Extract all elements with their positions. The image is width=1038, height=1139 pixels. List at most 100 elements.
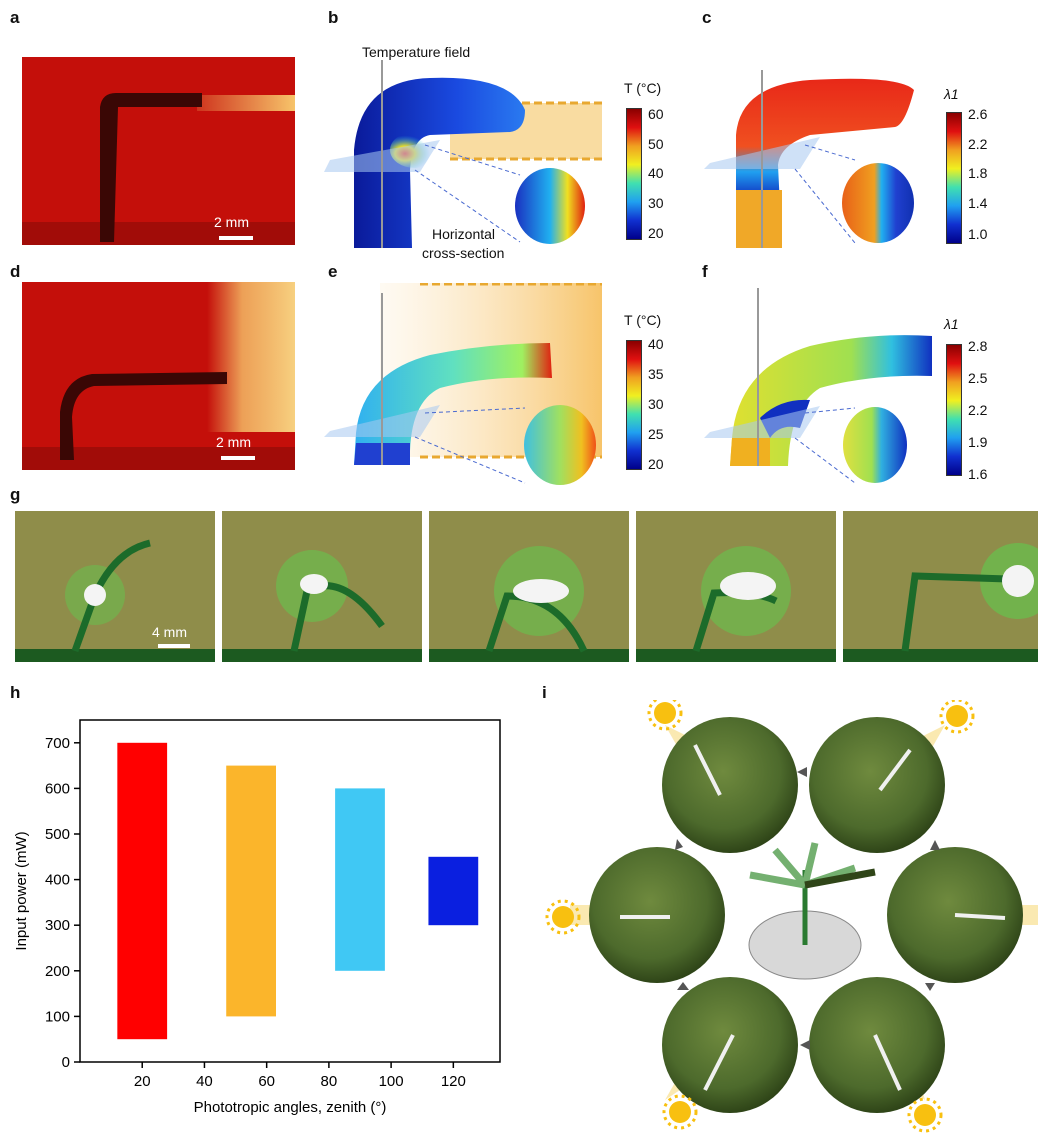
colorbar-b-tick-2: 40 xyxy=(648,165,664,181)
bar-3 xyxy=(335,788,385,971)
chart-bars xyxy=(117,742,479,1040)
simulation-panel-f xyxy=(700,288,935,488)
x-tick-label: 20 xyxy=(134,1073,151,1090)
simulation-panel-b xyxy=(320,60,610,260)
chart-plot-frame xyxy=(79,719,501,1063)
colorbar-b-label: T (°C) xyxy=(624,80,662,96)
photo-panel-g-frame-3 xyxy=(429,511,629,662)
sun-icon xyxy=(939,698,975,734)
photo-panel-d xyxy=(22,282,295,470)
colorbar-e-label: T (°C) xyxy=(624,312,662,328)
scale-bar-g xyxy=(158,644,190,648)
y-tick-label: 400 xyxy=(45,872,70,889)
simulation-panel-c xyxy=(700,65,935,255)
chart-y-axis-label: Input power (mW) xyxy=(13,831,30,950)
photo-a-graphic xyxy=(22,57,295,245)
arrow-icon xyxy=(800,1040,810,1050)
arrow-icon xyxy=(797,767,807,777)
colorbar-c-tick-2: 1.8 xyxy=(968,165,988,181)
x-tick-label: 40 xyxy=(196,1073,213,1090)
sun-icon xyxy=(545,899,581,935)
colorbar-e-tick-2: 30 xyxy=(648,396,664,412)
frame-2-graphic xyxy=(222,511,422,662)
simulation-b-graphic xyxy=(324,60,602,249)
y-tick-label: 100 xyxy=(45,1008,70,1025)
scale-label-g: 4 mm xyxy=(152,624,187,640)
simulation-e-graphic xyxy=(324,282,602,485)
chart-axes: 0 100 200 300 400 500 600 700 20 40 60 80 100 120 xyxy=(45,719,501,1090)
colorbar-f-tick-2: 2.2 xyxy=(968,402,988,418)
colorbar-e-tick-4: 20 xyxy=(648,456,664,472)
simulation-f-graphic xyxy=(704,288,932,484)
arrow-icon xyxy=(677,982,689,990)
colorbar-f-label: λ1 xyxy=(944,316,959,332)
sun-icon xyxy=(907,1097,943,1133)
arrow-icon xyxy=(675,839,683,850)
x-tick-label: 60 xyxy=(258,1073,275,1090)
annotation-horizontal: Horizontal xyxy=(432,226,496,242)
colorbar-b xyxy=(626,108,642,240)
y-tick-label: 200 xyxy=(45,963,70,980)
sun-icon xyxy=(647,695,683,731)
panel-label-a: a xyxy=(10,8,20,27)
y-tick-label: 700 xyxy=(45,735,70,752)
scale-label-d: 2 mm xyxy=(216,434,251,450)
panel-label-c: c xyxy=(702,8,712,27)
panel-i-graphic xyxy=(545,695,1038,1133)
x-tick-label: 80 xyxy=(321,1073,338,1090)
panel-label-i: i xyxy=(542,683,547,702)
photo-panel-g-frame-1 xyxy=(15,511,215,662)
bar-2 xyxy=(226,765,276,1017)
arrow-icon xyxy=(930,840,940,850)
scale-bar-d xyxy=(221,456,255,460)
frame-4-graphic xyxy=(636,511,836,662)
colorbar-f-tick-4: 1.6 xyxy=(968,466,988,482)
bar-1 xyxy=(117,742,168,1040)
colorbar-e-tick-1: 35 xyxy=(648,366,664,382)
photo-panel-g-frame-5 xyxy=(843,511,1038,662)
colorbar-f-tick-3: 1.9 xyxy=(968,434,988,450)
colorbar-b-tick-4: 20 xyxy=(648,225,664,241)
photo-panel-g-frame-2 xyxy=(222,511,422,662)
colorbar-e-tick-0: 40 xyxy=(648,336,664,352)
colorbar-c-label: λ1 xyxy=(944,86,959,102)
simulation-panel-e xyxy=(320,282,610,488)
colorbar-c-tick-1: 2.2 xyxy=(968,136,988,152)
colorbar-b-tick-0: 60 xyxy=(648,106,664,122)
panel-label-d: d xyxy=(10,262,21,281)
frame-3-graphic xyxy=(429,511,629,662)
chart-h: 0 100 200 300 400 500 600 700 20 40 60 80 100 120 Pho… xyxy=(13,719,501,1116)
scale-label-a: 2 mm xyxy=(214,214,249,230)
chart-x-axis-label: Phototropic angles, zenith (°) xyxy=(194,1099,387,1116)
colorbar-f xyxy=(946,344,962,476)
colorbar-c-tick-0: 2.6 xyxy=(968,106,988,122)
colorbar-f-tick-1: 2.5 xyxy=(968,370,988,386)
frame-5-graphic xyxy=(843,511,1038,662)
scale-bar-a xyxy=(219,236,253,240)
y-tick-label: 500 xyxy=(45,826,70,843)
x-tick-label: 100 xyxy=(379,1073,404,1090)
colorbar-c-tick-4: 1.0 xyxy=(968,226,988,242)
arrow-icon xyxy=(925,983,935,991)
annotation-temperature-field: Temperature field xyxy=(362,44,471,60)
colorbar-b-tick-1: 50 xyxy=(648,136,664,152)
simulation-c-graphic xyxy=(704,70,914,248)
panel-i-composite xyxy=(545,695,1038,1134)
y-tick-label: 300 xyxy=(45,917,70,934)
colorbar-e xyxy=(626,340,642,470)
y-tick-label: 600 xyxy=(45,780,70,797)
sun-icon xyxy=(662,1094,698,1130)
x-tick-label: 120 xyxy=(441,1073,466,1090)
colorbar-f-tick-0: 2.8 xyxy=(968,338,988,354)
panel-label-e: e xyxy=(328,262,338,281)
colorbar-c xyxy=(946,112,962,244)
photo-panel-a xyxy=(22,57,295,245)
photo-panel-g-frame-4 xyxy=(636,511,836,662)
colorbar-c-tick-3: 1.4 xyxy=(968,195,988,211)
colorbar-e-tick-3: 25 xyxy=(648,426,664,442)
panel-label-h: h xyxy=(10,683,21,702)
panel-label-b: b xyxy=(328,8,339,27)
panel-label-g: g xyxy=(10,485,21,504)
photo-d-graphic xyxy=(22,282,295,470)
bar-4 xyxy=(428,856,479,926)
